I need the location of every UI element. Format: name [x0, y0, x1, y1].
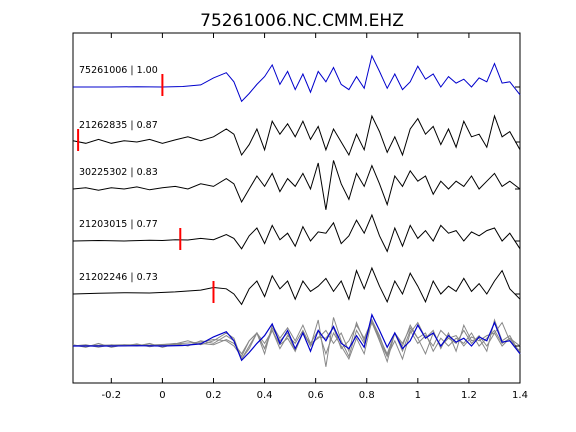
x-tick-label: 0 [159, 390, 165, 401]
trace-line [72, 266, 521, 306]
overlay-group [72, 313, 521, 367]
x-tick-label: 0.2 [206, 390, 222, 401]
x-tick-label: 1 [415, 390, 421, 401]
x-tick-label: -0.2 [102, 390, 122, 401]
chart-title: 75261006.NC.CMM.EHZ [200, 11, 404, 31]
trace-label: 21202246 | 0.73 [79, 272, 158, 283]
overlay-trace [72, 317, 521, 367]
trace-5: 21202246 | 0.73 [72, 266, 521, 306]
trace-label: 30225302 | 0.83 [79, 167, 158, 178]
plot-frame [72, 32, 521, 384]
trace-3: 30225302 | 0.83 [72, 160, 521, 210]
x-tick-label: 0.4 [257, 390, 273, 401]
overlay-trace [72, 318, 521, 361]
x-tick-label: 0.8 [359, 390, 375, 401]
trace-line [72, 114, 521, 157]
x-tick-label: 1.2 [461, 390, 477, 401]
trace-line [72, 160, 521, 210]
trace-4: 21203015 | 0.77 [72, 213, 521, 253]
x-tick-label: 0.6 [308, 390, 324, 401]
trace-line [73, 54, 521, 103]
trace-label: 21203015 | 0.77 [79, 219, 158, 230]
trace-2: 21262835 | 0.87 [72, 114, 521, 157]
trace-label: 75261006 | 1.00 [79, 65, 158, 76]
trace-line [72, 213, 521, 253]
x-tick-label: 1.4 [512, 390, 528, 401]
overlay-trace [72, 318, 521, 358]
trace-1: 75261006 | 1.00 [73, 54, 521, 103]
traces-group: 75261006 | 1.00 21262835 | 0.87 30225302 |… [72, 54, 521, 306]
overlay-primary-trace [73, 313, 521, 362]
trace-label: 21262835 | 0.87 [79, 120, 158, 131]
x-axis: -0.2 0 0.2 0.4 0.6 0.8 1 1.2 1.4 [102, 33, 528, 401]
